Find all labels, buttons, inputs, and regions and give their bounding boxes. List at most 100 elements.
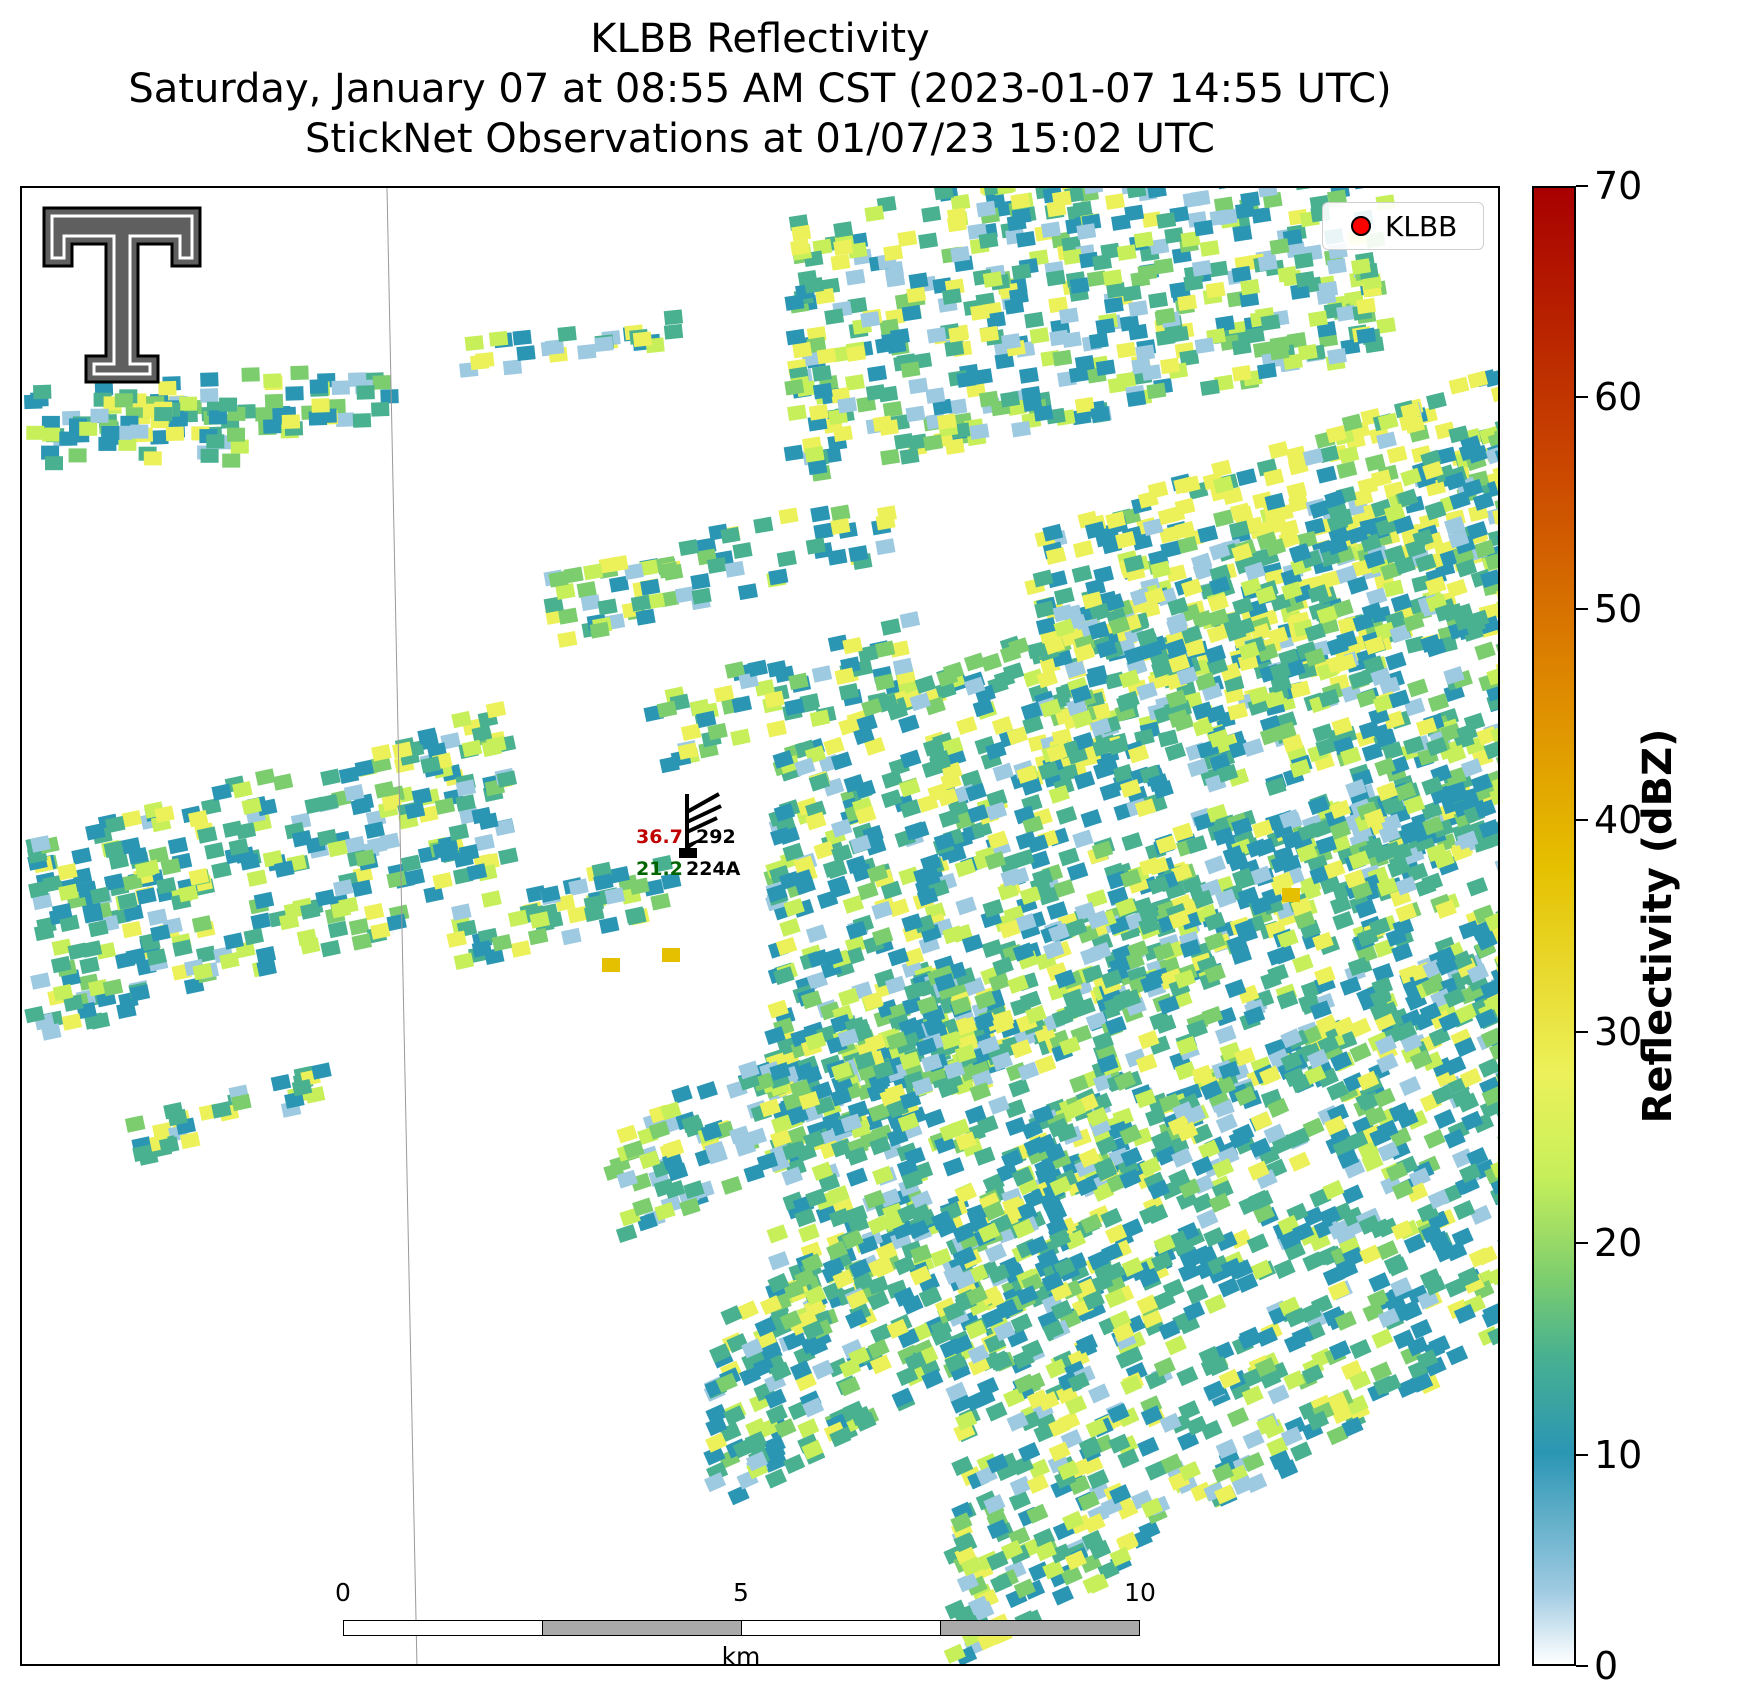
reflectivity-cell — [1304, 517, 1326, 536]
reflectivity-cell — [680, 723, 702, 741]
reflectivity-cell — [597, 598, 618, 616]
reflectivity-cell — [1155, 329, 1176, 346]
reflectivity-cell — [941, 288, 962, 305]
reflectivity-cell — [263, 419, 282, 434]
reflectivity-cell — [766, 720, 787, 738]
reflectivity-cell — [1080, 809, 1102, 828]
reflectivity-cell — [1052, 349, 1073, 367]
reflectivity-cell — [690, 572, 711, 590]
reflectivity-cell — [732, 542, 753, 559]
reflectivity-cell — [364, 821, 385, 839]
reflectivity-cell — [944, 438, 965, 455]
reflectivity-cell — [1240, 278, 1261, 296]
reflectivity-cell — [478, 812, 499, 830]
reflectivity-cell — [955, 716, 978, 736]
reflectivity-cell — [837, 396, 858, 414]
reflectivity-cell — [1368, 1272, 1391, 1293]
reflectivity-cell — [1092, 254, 1113, 271]
reflectivity-cell — [937, 413, 957, 430]
reflectivity-cell — [838, 682, 860, 701]
reflectivity-cell — [146, 948, 167, 966]
reflectivity-cell — [677, 742, 699, 760]
reflectivity-cell — [1204, 855, 1227, 875]
reflectivity-cell — [129, 984, 151, 1002]
reflectivity-cell — [253, 891, 275, 910]
reflectivity-cell — [899, 611, 921, 629]
reflectivity-cell — [563, 566, 584, 584]
reflectivity-cell — [946, 207, 967, 225]
reflectivity-cell — [211, 783, 232, 801]
reflectivity-cell — [363, 903, 385, 921]
reflectivity-cell — [507, 909, 529, 928]
scale-tick-5: 5 — [733, 1578, 749, 1607]
reflectivity-cell — [845, 268, 866, 286]
reflectivity-cell — [824, 308, 845, 325]
reflectivity-cell — [243, 927, 265, 946]
reflectivity-cell — [272, 773, 294, 791]
reflectivity-cell — [1290, 1441, 1313, 1462]
reflectivity-cell — [1257, 362, 1277, 380]
reflectivity-cell — [548, 570, 569, 588]
reflectivity-cell — [1035, 616, 1057, 635]
reflectivity-cell — [753, 516, 774, 534]
reflectivity-cell — [1351, 258, 1371, 275]
reflectivity-cell — [300, 902, 321, 920]
reflectivity-cell — [458, 843, 480, 862]
reflectivity-cell — [1423, 1128, 1446, 1149]
reflectivity-cell — [1235, 202, 1255, 219]
reflectivity-cell — [900, 361, 921, 378]
reflectivity-cell — [706, 556, 728, 574]
reflectivity-cell — [263, 373, 282, 388]
reflectivity-cell — [1177, 535, 1199, 554]
reflectivity-cell — [879, 419, 899, 436]
reflectivity-cell — [1085, 578, 1106, 597]
reflectivity-cell — [179, 396, 198, 411]
reflectivity-cell — [662, 948, 680, 962]
reflectivity-cell — [1474, 641, 1496, 661]
reflectivity-cell — [432, 872, 453, 890]
reflectivity-cell — [1116, 244, 1137, 261]
scale-tick-0: 0 — [335, 1578, 351, 1607]
reflectivity-cell — [264, 393, 284, 409]
reflectivity-cell — [875, 513, 896, 531]
reflectivity-cell — [1157, 729, 1179, 748]
reflectivity-cell — [923, 434, 944, 451]
reflectivity-cell — [471, 725, 493, 743]
reflectivity-cell — [809, 709, 831, 727]
reflectivity-cell — [1176, 1366, 1199, 1387]
reflectivity-cell — [580, 594, 601, 612]
colorbar-tick-label: 50 — [1594, 586, 1643, 631]
reflectivity-cell — [830, 254, 851, 271]
reflectivity-cell — [663, 323, 684, 340]
reflectivity-cell — [200, 448, 219, 463]
reflectivity-cell — [713, 684, 735, 703]
reflectivity-cell — [1499, 1248, 1500, 1268]
reflectivity-cell — [156, 877, 177, 895]
reflectivity-cell — [1215, 315, 1236, 332]
reflectivity-cell — [1164, 227, 1185, 244]
reflectivity-cell — [355, 849, 376, 867]
station-pressure: 292 — [696, 826, 736, 848]
reflectivity-cell — [81, 940, 103, 958]
reflectivity-cell — [494, 818, 515, 837]
reflectivity-cell — [30, 972, 51, 990]
reflectivity-cell — [486, 735, 507, 754]
reflectivity-cell — [1178, 1261, 1201, 1282]
reflectivity-cell — [1174, 521, 1196, 539]
reflectivity-cell — [386, 913, 407, 932]
reflectivity-cell — [1135, 344, 1156, 362]
reflectivity-cell — [256, 959, 277, 977]
reflectivity-cell — [880, 618, 902, 636]
reflectivity-cell — [206, 434, 225, 449]
reflectivity-cell — [1399, 1075, 1422, 1097]
reflectivity-cell — [658, 561, 679, 579]
reflectivity-cell — [327, 839, 348, 858]
reflectivity-cell — [1105, 193, 1125, 210]
reflectivity-cell — [1126, 390, 1147, 408]
reflectivity-cell — [1246, 1233, 1269, 1254]
reflectivity-cell — [906, 286, 927, 304]
reflectivity-cell — [211, 861, 232, 879]
reflectivity-cell — [1211, 459, 1232, 478]
scale-bar: 0 5 10 km — [335, 1578, 1156, 1664]
reflectivity-cell — [1264, 492, 1286, 511]
